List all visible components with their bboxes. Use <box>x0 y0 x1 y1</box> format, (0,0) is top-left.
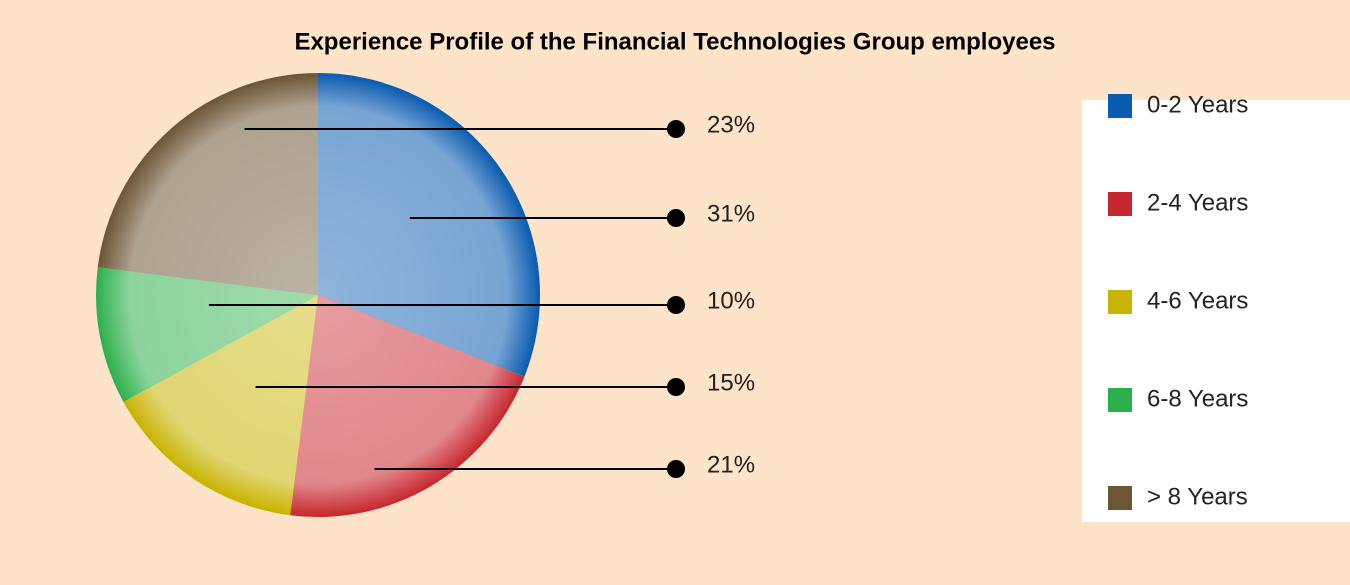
slice-shine <box>95 267 318 402</box>
legend-label: 4-6 Years <box>1147 287 1248 314</box>
data-label: 15% <box>707 369 755 396</box>
slice-shine <box>290 295 525 517</box>
data-label: 23% <box>707 111 755 138</box>
chart-title: Experience Profile of the Financial Tech… <box>294 28 1055 55</box>
legend-swatch <box>1108 290 1132 314</box>
data-label: 21% <box>707 451 755 478</box>
slice-shine <box>318 73 541 377</box>
legend-label: 6-8 Years <box>1147 385 1248 412</box>
leader-dot <box>667 209 685 227</box>
legend-label: 2-4 Years <box>1147 189 1248 216</box>
leader-dot <box>667 296 685 314</box>
data-label: 10% <box>707 287 755 314</box>
legend-swatch <box>1108 94 1132 118</box>
leader-dot <box>667 120 685 138</box>
leader-dot <box>667 460 685 478</box>
legend-label: > 8 Years <box>1147 483 1248 510</box>
slice-shine <box>123 295 318 516</box>
legend-swatch <box>1108 486 1132 510</box>
data-label: 31% <box>707 200 755 227</box>
leader-dot <box>667 378 685 396</box>
legend-label: 0-2 Years <box>1147 91 1248 118</box>
legend-swatch <box>1108 388 1132 412</box>
legend-swatch <box>1108 192 1132 216</box>
